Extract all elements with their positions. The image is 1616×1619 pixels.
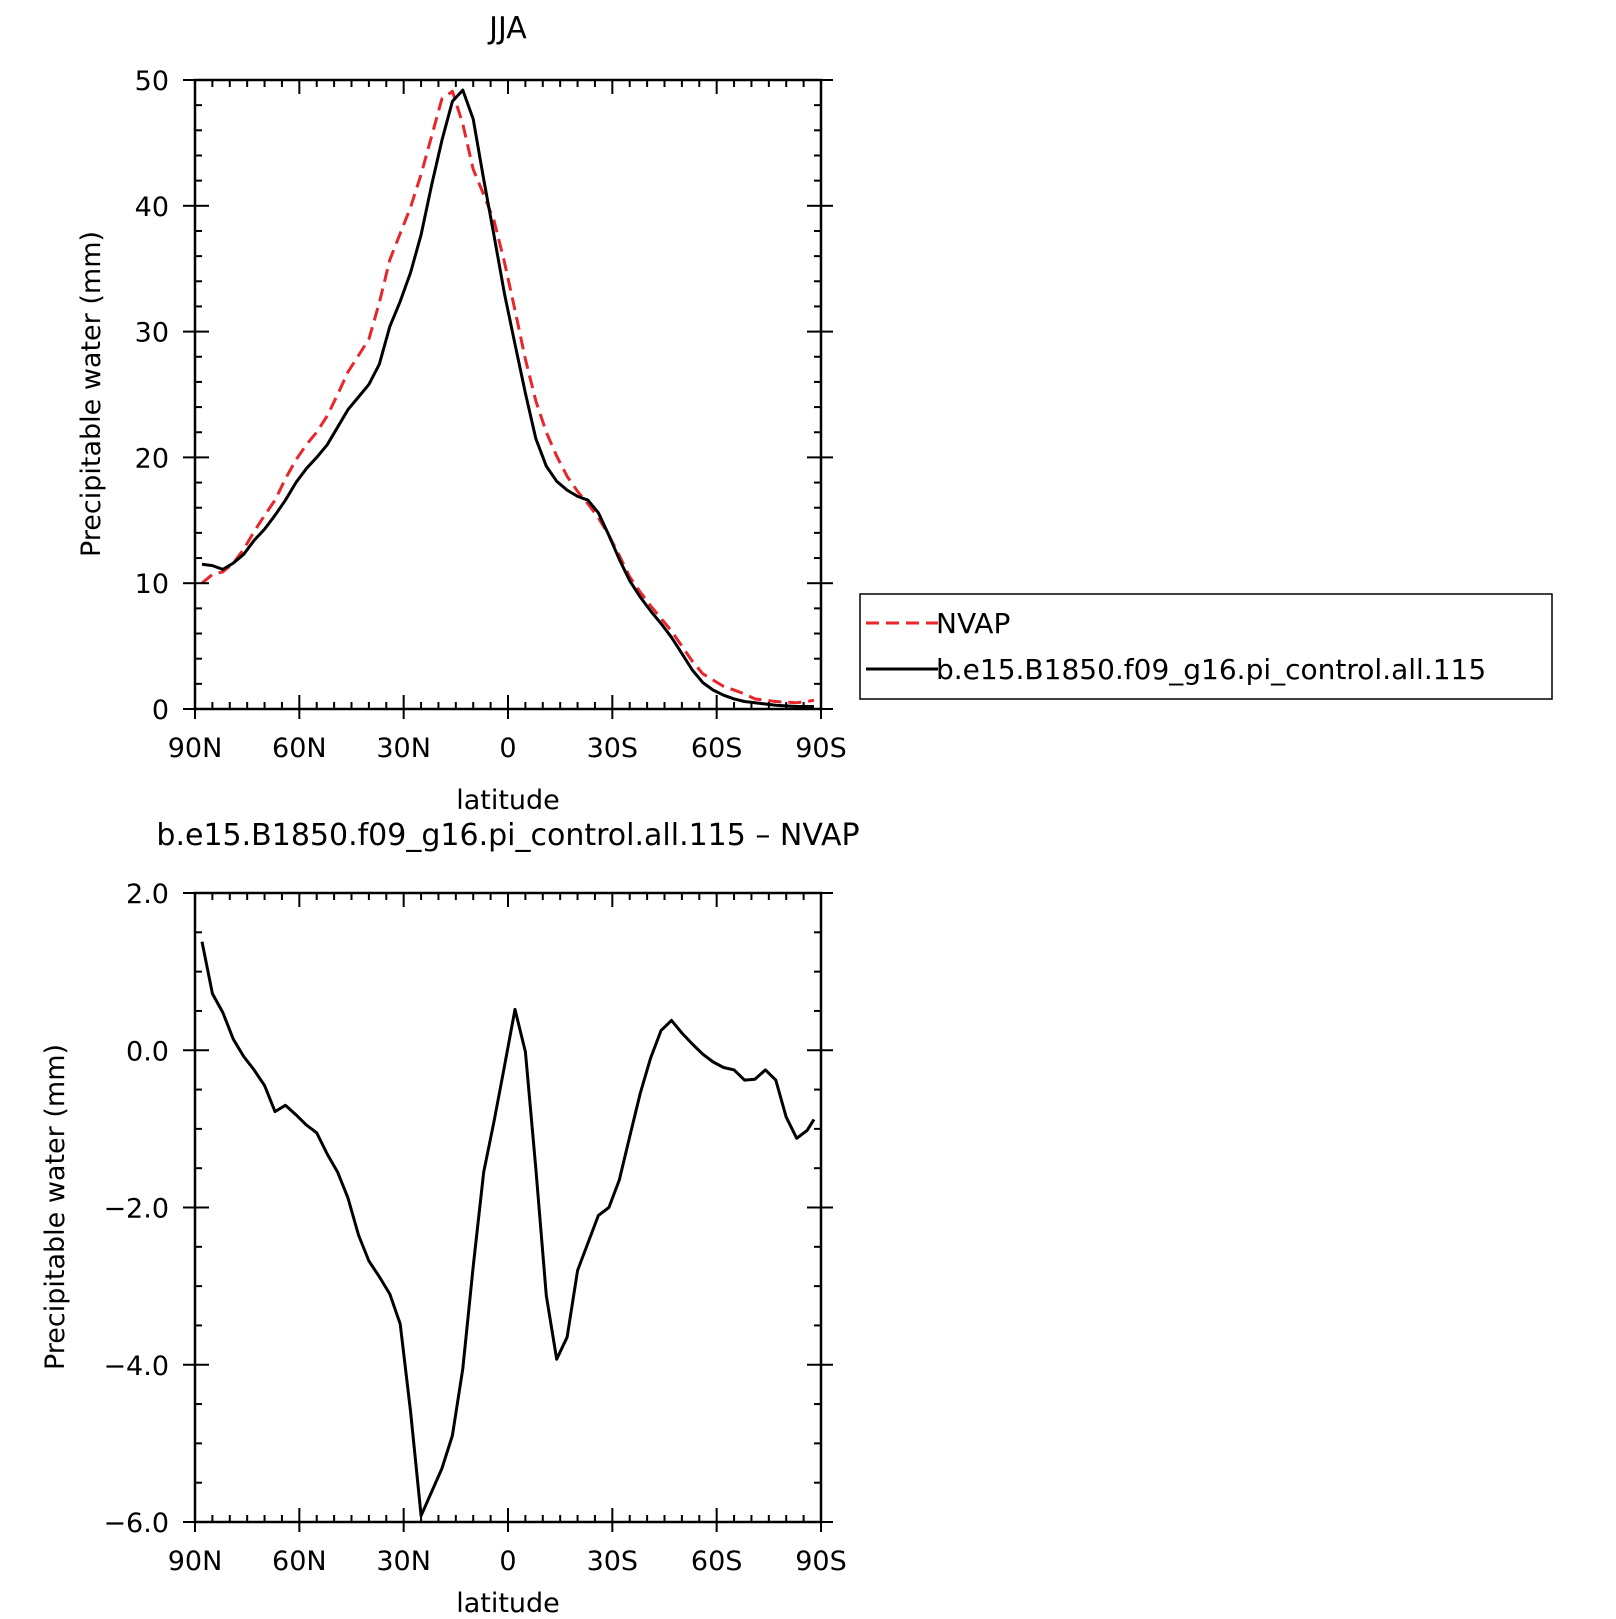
bottom-x-tick-label: 60N — [272, 1546, 327, 1577]
top-x-tick-label: 0 — [499, 733, 516, 764]
legend-label-nvap: NVAP — [936, 607, 1010, 640]
bottom-x-tick-label: 30S — [587, 1546, 639, 1577]
top-series-line-model — [201, 88, 814, 708]
legend-box — [859, 593, 1553, 700]
top-x-tick-label: 90S — [795, 733, 847, 764]
bottom-x-tick-label: 60S — [691, 1546, 743, 1577]
top-y-tick-label: 40 — [135, 192, 169, 223]
top-y-tick-label: 30 — [135, 318, 169, 349]
legend: NVAP b.e15.B1850.f09_g16.pi_control.all.… — [859, 593, 1553, 700]
top-x-tick-label: 60S — [691, 733, 743, 764]
bottom-panel: b.e15.B1850.f09_g16.pi_control.all.115 –… — [40, 818, 860, 1619]
top-y-tick-label: 20 — [135, 443, 169, 474]
top-plot-frame — [193, 78, 823, 711]
bottom-x-tick-label: 30N — [376, 1546, 431, 1577]
top-x-tick-label: 30S — [587, 733, 639, 764]
bottom-y-tick-label: −4.0 — [103, 1351, 169, 1382]
top-x-tick-label: 30N — [376, 733, 431, 764]
bottom-plot-frame — [193, 891, 823, 1524]
top-x-tick-label: 90N — [168, 733, 223, 764]
bottom-x-tick-label: 0 — [499, 1546, 516, 1577]
top-series-line-nvap — [201, 89, 815, 705]
legend-label-model: b.e15.B1850.f09_g16.pi_control.all.115 — [936, 653, 1486, 686]
top-x-axis-title: latitude — [456, 785, 560, 816]
bottom-x-tick-label: 90S — [795, 1546, 847, 1577]
top-x-tick-label: 60N — [272, 733, 327, 764]
bottom-y-tick-label: −2.0 — [103, 1194, 169, 1225]
top-chart-title: JJA — [487, 11, 527, 46]
bottom-y-tick-label: 2.0 — [126, 879, 169, 910]
top-y-tick-label: 50 — [135, 66, 169, 97]
bottom-y-tick-label: 0.0 — [126, 1036, 169, 1067]
top-panel: JJA 90N 60N 30N 0 30S 60S 90S 0 10 20 30 40 50 latit… — [76, 11, 847, 816]
bottom-y-tick-label: −6.0 — [103, 1508, 169, 1539]
bottom-x-axis-title: latitude — [456, 1588, 560, 1619]
bottom-chart-title: b.e15.B1850.f09_g16.pi_control.all.115 –… — [156, 818, 859, 853]
top-y-tick-label: 10 — [135, 569, 169, 600]
bottom-series-line-model — [200, 941, 816, 1518]
top-y-axis-title: Precipitable water (mm) — [76, 231, 107, 557]
bottom-x-tick-label: 90N — [168, 1546, 223, 1577]
bottom-y-axis-title: Precipitable water (mm) — [40, 1044, 71, 1370]
top-y-tick-label: 0 — [152, 695, 169, 726]
